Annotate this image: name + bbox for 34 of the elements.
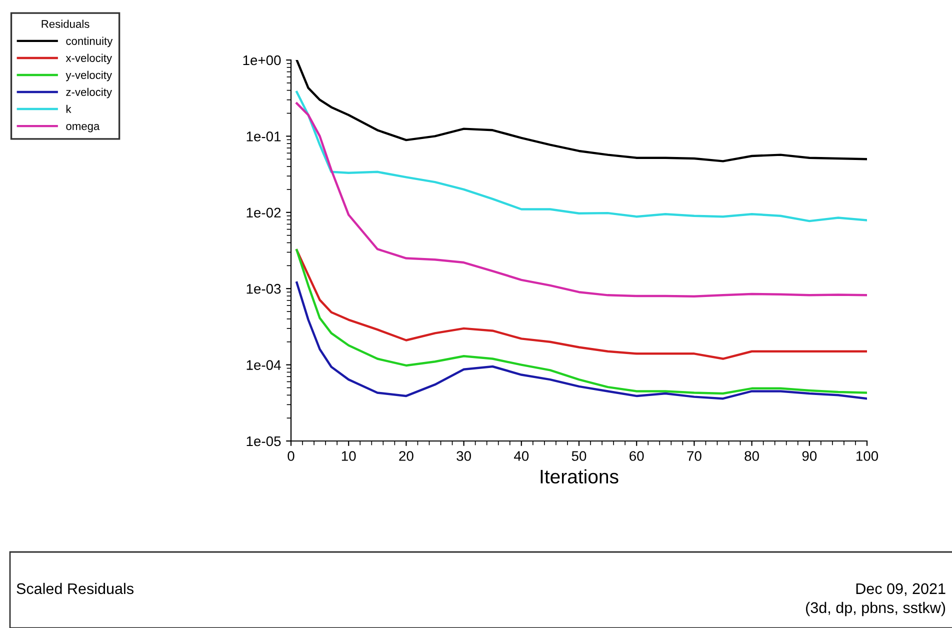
- line-series: [296, 102, 867, 298]
- text: (3d, dp, pbns, sstkw): [806, 602, 946, 616]
- x-tick-label: 0: [288, 451, 294, 461]
- x-tick-label: 70: [687, 451, 702, 461]
- line-series: [296, 90, 867, 222]
- x-tick-label: 50: [572, 451, 586, 461]
- x-tick-label: 40: [514, 451, 529, 461]
- x-tick-label: 100: [856, 451, 878, 461]
- x-tick-label: 90: [802, 451, 817, 461]
- line-series: [296, 249, 867, 395]
- text: Scaled Residuals: [16, 582, 134, 594]
- legend-title: Residuals: [42, 20, 90, 28]
- y-tick-label: 1e+00: [243, 55, 281, 66]
- x-axis-title: Iterations: [540, 469, 618, 484]
- x-tick-label: 20: [399, 451, 414, 461]
- legend-label: omega: [66, 124, 100, 132]
- legend-label: z-velocity: [66, 88, 112, 98]
- legend-label: x-velocity: [66, 54, 112, 64]
- x-tick-label: 30: [456, 451, 471, 461]
- x-tick-label: 10: [342, 451, 356, 461]
- legend-label: y-velocity: [66, 70, 112, 82]
- x-tick-label: 80: [744, 451, 759, 461]
- legend-label: continuity: [66, 36, 113, 48]
- text: Dec 09, 2021: [856, 583, 946, 596]
- y-tick-label: 1e-02: [246, 208, 281, 218]
- y-tick-label: 1e-03: [246, 284, 281, 294]
- y-tick-label: 1e-01: [246, 132, 281, 142]
- x-tick-label: 60: [630, 451, 644, 461]
- line-series: [296, 249, 867, 360]
- y-tick-label: 1e-05: [246, 436, 281, 446]
- line-series: [296, 281, 867, 400]
- legend-label: k: [66, 104, 72, 113]
- line-series: [296, 60, 867, 162]
- y-tick-label: 1e-04: [246, 360, 281, 370]
